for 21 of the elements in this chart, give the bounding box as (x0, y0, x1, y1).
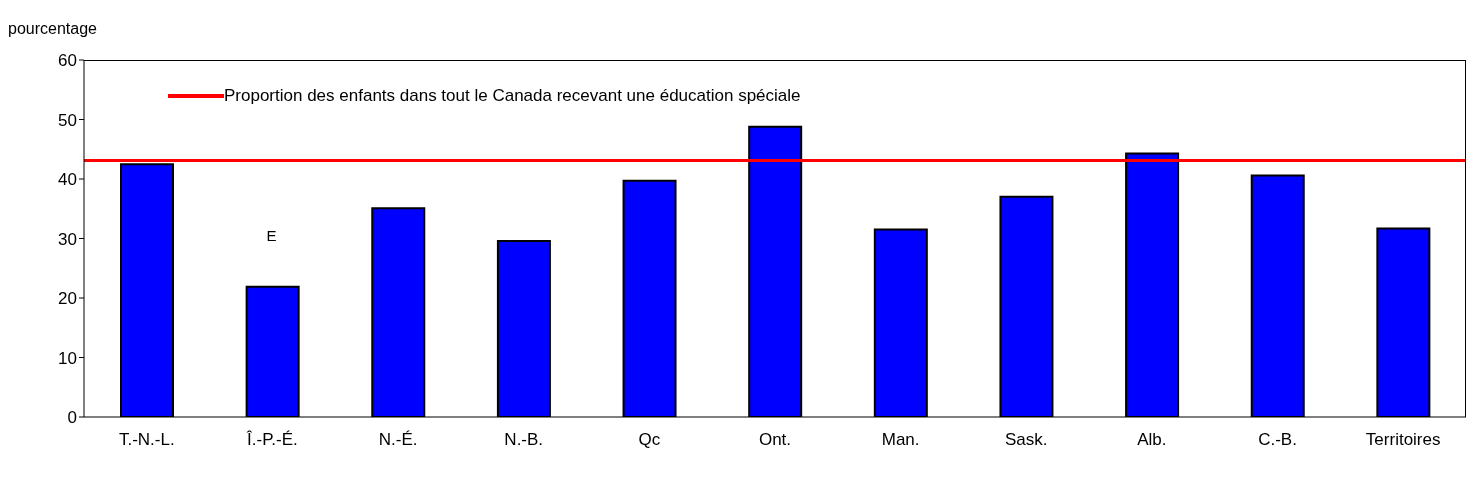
x-tick-label: N.-B. (504, 430, 544, 450)
x-tick-label: Ont. (758, 430, 792, 450)
y-tick-label: 60 (58, 51, 77, 71)
x-tick-label: Territoires (1365, 430, 1441, 450)
y-tick-label: 10 (58, 348, 77, 368)
x-tick-label: Sask. (1005, 430, 1048, 450)
x-tick-label: Qc (638, 430, 661, 450)
x-tick-label: Alb. (1137, 430, 1167, 450)
x-tick-label: C.-B. (1258, 430, 1297, 450)
x-tick-label: N.-É. (378, 430, 418, 450)
y-tick-label: 0 (67, 408, 77, 428)
x-tick-label: T.-N.-L. (118, 430, 175, 450)
y-tick-label: 40 (58, 170, 77, 190)
y-tick-label: 30 (58, 229, 77, 249)
legend-label: Proportion des enfants dans tout le Canada recevant une éducation spéciale (224, 86, 801, 106)
y-tick-label: 20 (58, 289, 77, 309)
annotation: E (266, 227, 277, 244)
y-tick-label: 50 (58, 110, 77, 130)
x-tick-label: Î.-P.-É. (246, 430, 298, 450)
x-tick-label: Man. (881, 430, 920, 450)
y-axis-title: pourcentage (8, 20, 97, 38)
